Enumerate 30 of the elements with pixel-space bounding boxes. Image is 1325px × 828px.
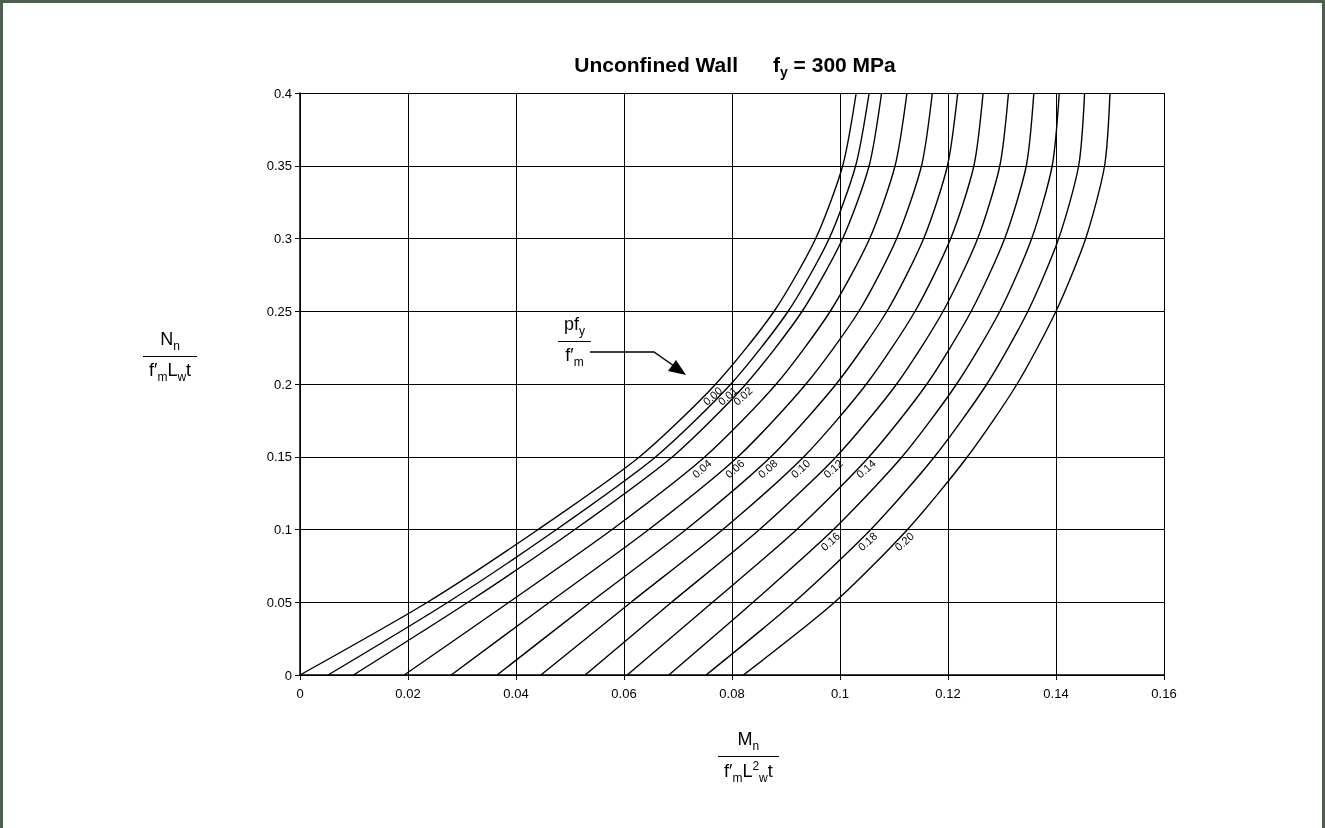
x-tick-label: 0: [296, 686, 304, 701]
y-tick-label: 0.15: [266, 449, 292, 465]
text: M$_{n}$ f′$_{m}$L$^{2}$$_{w}$t: [724, 729, 773, 785]
y-tick-label: 0: [284, 667, 292, 683]
text: 0.04: [689, 457, 714, 481]
x-tick-label: 0.16: [1151, 686, 1177, 701]
text: 0.16: [818, 529, 843, 554]
text: 0.14: [853, 457, 878, 481]
y-tick-label: 0.2: [273, 376, 292, 392]
text: 0.20: [892, 529, 917, 554]
x-tick-label: 0.12: [935, 686, 961, 701]
x-tick-label: 0.04: [503, 686, 529, 701]
text: 0.12: [820, 457, 845, 481]
y-tick-label: 0.05: [266, 594, 292, 610]
chart-title: Unconfined Wall f$_{y}$ = 300 MPa: [573, 53, 897, 81]
text: 0.06: [722, 457, 747, 481]
x-tick-label: 0.14: [1043, 686, 1069, 701]
y-tick-label: 0.3: [273, 231, 292, 246]
y-tick-label: 0.1: [273, 522, 292, 537]
x-tick-label: 0.08: [719, 686, 745, 701]
x-tick-label: 0.02: [395, 686, 421, 701]
y-tick-label: 0.35: [266, 158, 292, 174]
x-tick-label: 0.1: [830, 686, 850, 701]
y-tick-label: 0.4: [273, 85, 292, 101]
annotation: pf$_{y}$ f′$_{m}$: [558, 313, 592, 370]
y-tick-label: 0.25: [266, 303, 292, 319]
text: N$_{n}$ f′$_{m}$L$_{w}$t: [149, 329, 192, 384]
text: 0.10: [788, 457, 813, 481]
text: 0.08: [755, 457, 780, 481]
x-tick-label: 0.06: [611, 686, 637, 701]
